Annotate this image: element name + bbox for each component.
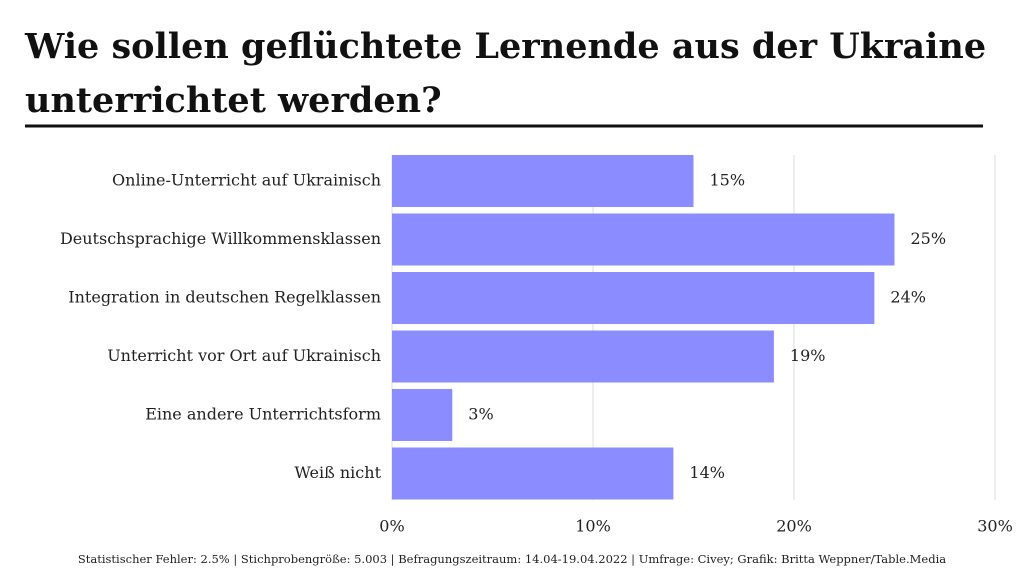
x-tick-label: 0% <box>379 517 404 536</box>
category-label: Weiß nicht <box>294 463 381 482</box>
value-label: 19% <box>790 346 826 365</box>
value-label: 24% <box>890 288 926 307</box>
bar <box>392 330 774 383</box>
bar <box>392 155 694 207</box>
x-tick-label: 30% <box>977 517 1013 536</box>
category-label: Deutschsprachige Willkommensklassen <box>60 229 381 248</box>
bar <box>392 389 453 441</box>
bar <box>392 447 674 500</box>
category-label: Online-Unterricht auf Ukrainisch <box>112 171 381 190</box>
category-label: Unterricht vor Ort auf Ukrainisch <box>107 346 381 365</box>
bar <box>392 272 875 324</box>
category-label: Integration in deutschen Regelklassen <box>68 288 381 307</box>
value-label: 25% <box>911 229 947 248</box>
value-label: 15% <box>710 171 746 190</box>
bar <box>392 213 895 266</box>
footnote: Statistischer Fehler: 2.5% | Stichproben… <box>78 552 946 567</box>
category-label: Eine andere Unterrichtsform <box>145 405 381 424</box>
chart-title: Wie sollen geflüchtete Lernende aus der … <box>25 26 987 121</box>
value-label: 3% <box>468 405 493 424</box>
value-label: 14% <box>689 463 725 482</box>
x-tick-label: 10% <box>575 517 611 536</box>
x-tick-label: 20% <box>776 517 812 536</box>
